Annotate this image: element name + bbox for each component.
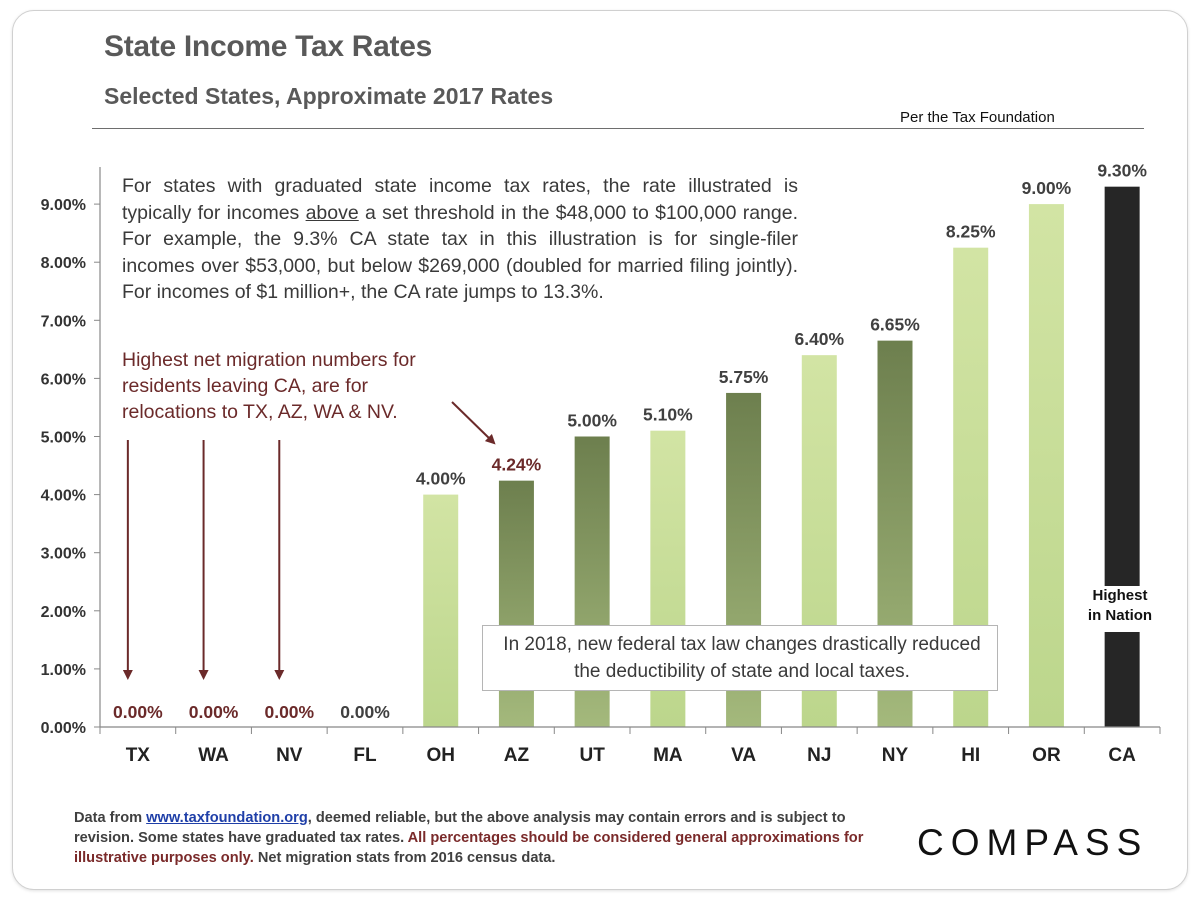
bar-ca [1104, 186, 1140, 728]
data-label-tx: 0.00% [113, 702, 163, 722]
x-tick-label-ca: CA [1108, 745, 1136, 766]
footer-warning: All percentages should be considered gen… [74, 830, 864, 866]
footer-text-3: Net migration stats from 2016 census dat… [253, 850, 556, 866]
data-label-oh: 4.00% [416, 469, 466, 489]
y-tick-label: 6.00% [41, 371, 86, 388]
bar-oh [423, 494, 459, 727]
y-tick-label: 4.00% [41, 488, 86, 505]
chart-subtitle: Selected States, Approximate 2017 Rates [104, 83, 554, 109]
data-label-wa: 0.00% [189, 702, 239, 722]
x-tick-label-az: AZ [504, 745, 530, 766]
graduated-rate-note: For states with graduated state income t… [122, 173, 798, 306]
data-label-ny: 6.65% [870, 315, 920, 335]
x-tick-label-ny: NY [882, 745, 909, 766]
x-tick-label-va: VA [731, 745, 756, 766]
footer-text-1: Data from [74, 810, 147, 826]
data-label-nv: 0.00% [264, 702, 314, 722]
highest-in-nation-label: Highest in Nation [1078, 586, 1162, 632]
graduated-note-part2: a set threshold in the $48,000 to $100,0… [122, 201, 798, 304]
graduated-note-part1: For states with graduated state income t… [122, 175, 798, 224]
y-tick-label: 8.00% [41, 255, 86, 272]
migration-arrow-az [451, 401, 496, 445]
data-label-ca: 9.30% [1097, 161, 1147, 181]
y-tick-label: 5.00% [41, 430, 86, 447]
data-label-or: 9.00% [1022, 178, 1072, 198]
highest-line2: in Nation [1087, 607, 1153, 624]
x-tick-label-oh: OH [426, 745, 455, 766]
x-tick-label-or: OR [1032, 745, 1061, 766]
y-tick-label: 3.00% [41, 546, 86, 563]
data-label-az: 4.24% [492, 455, 542, 475]
data-label-hi: 8.25% [946, 222, 996, 242]
y-tick-label: 1.00% [41, 662, 86, 679]
bar-or [1028, 204, 1064, 728]
migration-note: Highest net migration numbers for reside… [122, 349, 416, 423]
y-tick-label: 7.00% [41, 313, 86, 330]
x-tick-label-nv: NV [276, 745, 303, 766]
data-label-nj: 6.40% [794, 329, 844, 349]
x-tick-label-tx: TX [126, 745, 151, 766]
footer-disclaimer: Data from www.taxfoundation.org, deemed … [74, 808, 874, 868]
x-tick-label-hi: HI [961, 745, 980, 766]
footer-text-2: , deemed reliable, but the above analysi… [74, 810, 846, 846]
data-label-fl: 0.00% [340, 702, 390, 722]
chart-title: State Income Tax Rates [104, 30, 432, 63]
compass-logo: COMPASS [917, 822, 1149, 863]
data-label-ut: 5.00% [567, 411, 617, 431]
y-tick-label: 2.00% [41, 604, 86, 621]
federal-tax-note: In 2018, new federal tax law changes dra… [482, 625, 998, 691]
x-tick-label-ut: UT [579, 745, 605, 766]
x-tick-label-fl: FL [353, 745, 377, 766]
x-tick-label-ma: MA [653, 745, 683, 766]
data-label-ma: 5.10% [643, 405, 693, 425]
y-tick-label: 0.00% [41, 720, 86, 737]
tax-foundation-link[interactable]: www.taxfoundation.org [146, 810, 308, 826]
x-tick-label-nj: NJ [807, 745, 831, 766]
source-note: Per the Tax Foundation [900, 109, 1055, 126]
graduated-note-emphasis: above [305, 201, 359, 224]
title-divider [92, 128, 1144, 129]
data-label-va: 5.75% [719, 367, 769, 387]
highest-line1: Highest [1092, 587, 1148, 604]
x-tick-label-wa: WA [198, 745, 229, 766]
y-tick-label: 9.00% [41, 197, 86, 214]
